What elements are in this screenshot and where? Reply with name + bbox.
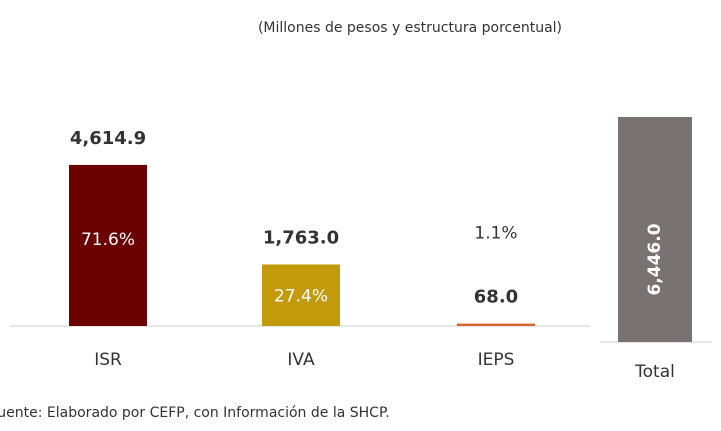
x-tick-label: ISR — [94, 350, 122, 370]
x-tick-label: IVA — [287, 350, 315, 370]
x-tick-label: Total — [634, 362, 675, 382]
share-label: 71.6% — [81, 230, 135, 250]
value-label: 6,446.0 — [645, 223, 665, 295]
value-label: 1,763.0 — [263, 227, 339, 248]
value-label: 4,614.9 — [70, 128, 146, 149]
value-label: 68.0 — [474, 287, 518, 308]
x-tick-label: IEPS — [478, 350, 515, 370]
source-note: Fuente: Elaborado por CEFP, con Informac… — [0, 405, 390, 421]
share-label: 1.1% — [474, 224, 517, 244]
bar — [262, 264, 340, 326]
chart-title: (Millones de pesos y estructura porcentu… — [258, 20, 562, 36]
share-label: 27.4% — [274, 286, 328, 306]
bar — [618, 117, 692, 342]
bar — [457, 323, 535, 326]
bar — [69, 164, 147, 326]
